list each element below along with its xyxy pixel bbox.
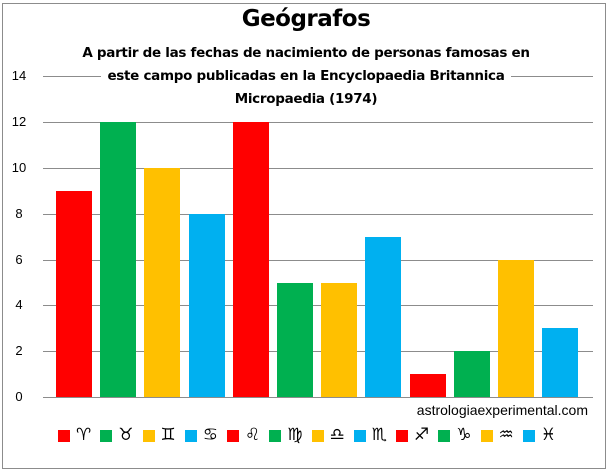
legend-item-cáncer: ♋︎ xyxy=(184,425,218,445)
subtitle-line-1: A partir de las fechas de nacimiento de … xyxy=(76,42,536,65)
zodiac-sign-icon: ♉︎ xyxy=(118,425,134,445)
bar-aries xyxy=(56,190,92,397)
bar-libra xyxy=(321,282,358,397)
subtitle-line-3: Micropaedia (1974) xyxy=(228,88,384,111)
y-tick-label: 10 xyxy=(11,160,27,175)
legend-item-géminis: ♊︎ xyxy=(142,425,176,445)
zodiac-sign-icon: ♊︎ xyxy=(160,425,176,445)
y-tick-label: 6 xyxy=(15,251,23,267)
zodiac-sign-icon: ♎︎ xyxy=(329,425,345,445)
legend-swatch xyxy=(227,429,239,442)
bar-escorpio xyxy=(365,236,402,397)
bar-tauro xyxy=(100,122,137,397)
bar-capricornio xyxy=(453,351,490,397)
bar-piscis xyxy=(542,328,579,397)
y-tick-label: 12 xyxy=(11,114,27,130)
legend-swatch xyxy=(100,429,113,442)
chart-title: Geógrafos xyxy=(241,6,371,32)
legend-swatch xyxy=(269,429,282,442)
zodiac-sign-icon: ♋︎ xyxy=(202,425,218,445)
gridline xyxy=(43,122,593,124)
zodiac-sign-icon: ♌︎ xyxy=(245,425,261,445)
legend-swatch xyxy=(480,429,493,442)
bar-sagitario xyxy=(409,374,446,397)
gridline xyxy=(43,259,593,261)
gridline xyxy=(43,213,593,215)
subtitle-line-2: este campo publicadas en la Encyclopaedi… xyxy=(101,65,511,88)
bar-leo xyxy=(232,122,269,397)
zodiac-sign-icon: ♍︎ xyxy=(287,425,303,445)
zodiac-sign-icon: ♓︎ xyxy=(540,425,556,445)
legend-swatch xyxy=(438,429,451,442)
y-tick-label: 2 xyxy=(15,343,23,359)
legend-swatch xyxy=(142,429,155,442)
bar-acuario xyxy=(498,259,534,397)
legend-swatch xyxy=(522,429,535,442)
legend-item-acuario: ♒︎ xyxy=(480,425,514,445)
legend-item-leo: ♌︎ xyxy=(227,427,260,444)
legend-swatch xyxy=(184,429,197,442)
y-tick-label: 8 xyxy=(15,205,23,221)
legend: ♈︎ ♉︎ ♊︎ ♋︎ ♌︎ ♍︎ ♎︎ ♏︎ ♐︎ ♑︎ ♒︎ ♓︎ xyxy=(58,427,565,444)
bar-cáncer xyxy=(188,213,225,397)
legend-swatch xyxy=(311,429,324,442)
zodiac-sign-icon: ♒︎ xyxy=(498,425,514,445)
legend-swatch xyxy=(353,429,366,442)
zodiac-sign-icon: ♐︎ xyxy=(414,425,430,445)
legend-item-piscis: ♓︎ xyxy=(522,425,556,445)
gridline xyxy=(43,351,593,353)
gridline xyxy=(43,305,593,307)
legend-item-virgo: ♍︎ xyxy=(269,425,303,445)
chart-subtitle: A partir de las fechas de nacimiento de … xyxy=(0,42,612,111)
zodiac-sign-icon: ♏︎ xyxy=(371,425,387,445)
y-tick-label: 0 xyxy=(15,389,23,404)
legend-item-capricornio: ♑︎ xyxy=(438,425,472,445)
gridline xyxy=(43,168,593,169)
legend-item-libra: ♎︎ xyxy=(311,425,345,445)
zodiac-sign-icon: ♈︎ xyxy=(76,425,92,445)
legend-item-escorpio: ♏︎ xyxy=(353,425,387,445)
y-tick-label: 4 xyxy=(15,297,23,313)
bar-virgo xyxy=(277,282,313,397)
legend-item-tauro: ♉︎ xyxy=(100,425,134,445)
y-tick-label: 14 xyxy=(11,68,27,84)
legend-swatch xyxy=(396,429,408,442)
legend-item-sagitario: ♐︎ xyxy=(396,427,429,444)
gridline xyxy=(43,397,593,398)
bar-géminis xyxy=(144,168,181,397)
legend-item-aries: ♈︎ xyxy=(58,427,91,444)
zodiac-sign-icon: ♑︎ xyxy=(456,425,472,445)
watermark: astrologiaexperimental.com xyxy=(416,402,588,418)
legend-swatch xyxy=(58,429,70,442)
